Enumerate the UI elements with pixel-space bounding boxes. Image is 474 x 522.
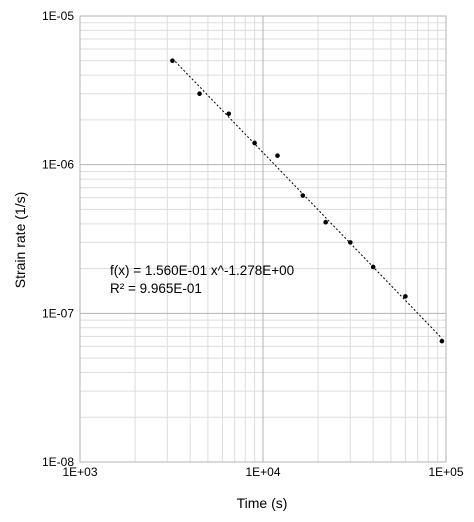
data-point	[370, 264, 376, 270]
y-tick-label: 1E-08	[42, 455, 74, 469]
plot-frame	[79, 15, 447, 463]
data-point	[252, 140, 257, 146]
data-point	[403, 294, 408, 299]
data-point	[439, 338, 445, 344]
y-tick-label: 1E-05	[42, 9, 74, 23]
y-tick-labels: 1E-05 1E-06 1E-07 1E-08	[42, 9, 74, 469]
x-tick-label: 1E+03	[62, 465, 97, 479]
data-point	[275, 153, 280, 158]
data-point	[170, 58, 175, 64]
data-point	[323, 219, 328, 225]
y-tick-label: 1E-07	[42, 306, 74, 320]
x-tick-labels: 1E+03 1E+04 1E+05	[62, 465, 463, 479]
data-point	[226, 111, 232, 117]
trendline-equation: f(x) = 1.560E-01 x^-1.278E+00	[110, 263, 294, 278]
x-tick-label: 1E+05	[428, 465, 463, 479]
y-tick-label: 1E-06	[42, 158, 74, 172]
trendline-group	[172, 58, 443, 339]
trendline	[172, 58, 443, 339]
r-squared-label: R² = 9.965E-01	[110, 281, 202, 296]
x-axis-label: Time (s)	[237, 495, 288, 511]
data-point	[197, 91, 202, 97]
x-tick-label: 1E+04	[245, 465, 280, 479]
data-point	[300, 193, 306, 198]
data-point	[348, 240, 353, 245]
y-axis-label: Strain rate (1/s)	[12, 192, 28, 288]
data-points	[170, 58, 445, 344]
